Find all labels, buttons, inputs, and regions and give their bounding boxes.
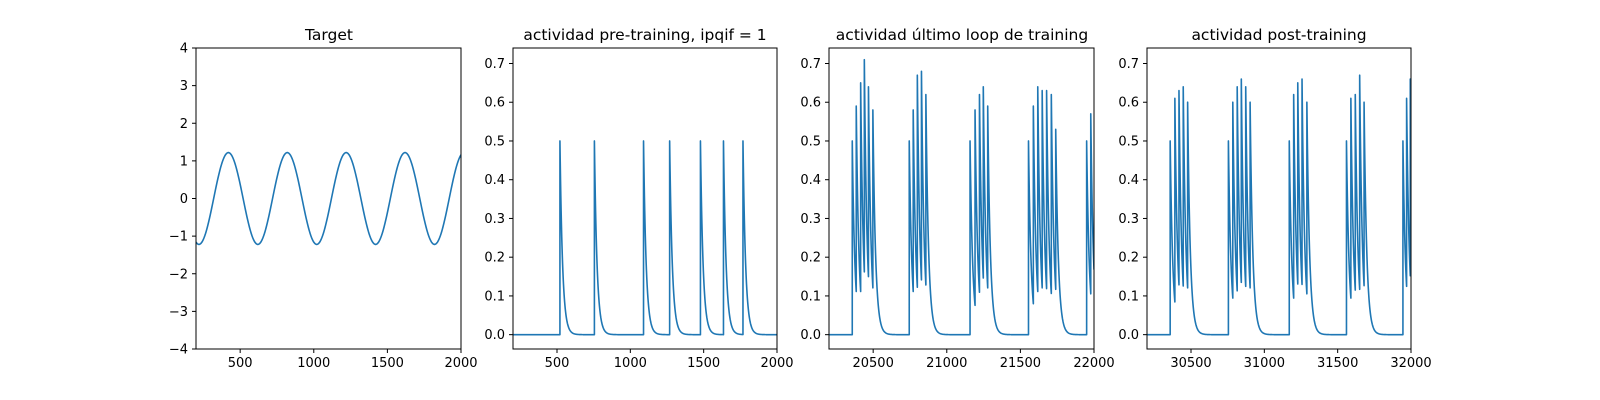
x-tick-label: 21000: [926, 356, 967, 371]
y-tick-label: 0.2: [1118, 251, 1139, 266]
y-tick-label: 0.3: [1118, 212, 1139, 227]
panel-post-training: actividad post-training 30500 31000 31500 3…: [1118, 26, 1431, 371]
panel-title: actividad pre-training, ipqif = 1: [523, 26, 766, 44]
y-tick-label: −4: [169, 343, 188, 358]
y-tick-label: 0.0: [1118, 328, 1139, 343]
x-tick-label: 22000: [1073, 356, 1114, 371]
x-tick-label: 2000: [760, 356, 793, 371]
y-tick-label: 0.4: [484, 173, 505, 188]
y-tick-label: −1: [169, 230, 188, 245]
panel-title: actividad último loop de training: [836, 26, 1088, 44]
x-tick-label: 30500: [1170, 356, 1211, 371]
y-tick-label: −2: [169, 267, 188, 282]
x-tick-label: 31500: [1317, 356, 1358, 371]
series-line: [196, 151, 461, 246]
x-tick-label: 1500: [687, 356, 720, 371]
y-tick-label: 0.5: [800, 134, 821, 149]
y-tick-label: −3: [169, 305, 188, 320]
y-tick-label: 0.6: [800, 96, 821, 111]
series-line: [513, 140, 777, 336]
x-tick-label: 1000: [614, 356, 647, 371]
y-tick-label: 0.6: [1118, 96, 1139, 111]
y-tick-label: 0.4: [800, 173, 821, 188]
y-tick-label: 0.6: [484, 96, 505, 111]
y-tick-label: 2: [180, 117, 188, 132]
y-tick-label: 0.3: [484, 212, 505, 227]
axes-frame: [1146, 47, 1412, 350]
x-tick-label: 32000: [1390, 356, 1431, 371]
y-tick-label: 0.1: [1118, 289, 1139, 304]
axes-frame: [512, 47, 778, 350]
y-tick-label: 4: [180, 42, 188, 57]
y-tick-label: 0: [180, 192, 188, 207]
y-tick-label: 0.1: [800, 289, 821, 304]
panel-title: Target: [304, 26, 353, 44]
y-tick-label: 1: [180, 154, 188, 169]
plot-area: 500 1000 1500 2000 0.0 0.1 0.2 0.3 0.4 0.5 0.6 0.7: [484, 47, 794, 371]
y-tick-label: 0.2: [800, 251, 821, 266]
x-tick-label: 1000: [297, 356, 330, 371]
y-tick-label: 0.1: [484, 289, 505, 304]
x-tick-label: 21500: [1000, 356, 1041, 371]
x-tick-label: 1500: [371, 356, 404, 371]
y-tick-label: 0.3: [800, 212, 821, 227]
panel-pre-training: actividad pre-training, ipqif = 1 500 100…: [484, 26, 793, 371]
y-tick-label: 3: [180, 79, 188, 94]
plot-area: 30500 31000 31500 32000 0.0 0.1 0.2 0.3 0.4 0.5 0.…: [1118, 47, 1432, 371]
y-tick-label: 0.7: [484, 57, 505, 72]
y-tick-label: 0.4: [1118, 173, 1139, 188]
x-tick-label: 500: [228, 356, 253, 371]
y-tick-label: 0.5: [1118, 134, 1139, 149]
y-tick-label: 0.0: [484, 328, 505, 343]
x-tick-label: 20500: [852, 356, 893, 371]
series-line: [829, 58, 1094, 336]
x-tick-label: 500: [545, 356, 570, 371]
panel-target: Target 500 1000 1500 2000 −4 −3 −2 −1 0 1 2 3 4: [169, 26, 478, 371]
panel-last-training-loop: actividad último loop de training 20500 2…: [800, 26, 1114, 371]
panel-title: actividad post-training: [1191, 26, 1366, 44]
y-tick-label: 0.7: [1118, 57, 1139, 72]
axes-frame: [828, 47, 1095, 350]
y-tick-label: 0.5: [484, 134, 505, 149]
plot-area: 20500 21000 21500 22000 0.0 0.1 0.2 0.3 0.4 0.5 0.…: [800, 47, 1115, 371]
y-tick-label: 0.7: [800, 57, 821, 72]
x-tick-label: 31000: [1244, 356, 1285, 371]
x-tick-label: 2000: [444, 356, 477, 371]
y-tick-label: 0.2: [484, 251, 505, 266]
plot-area: 500 1000 1500 2000 −4 −3 −2 −1 0 1 2 3 4: [169, 42, 478, 372]
y-tick-label: 0.0: [800, 328, 821, 343]
series-line: [1147, 74, 1411, 336]
